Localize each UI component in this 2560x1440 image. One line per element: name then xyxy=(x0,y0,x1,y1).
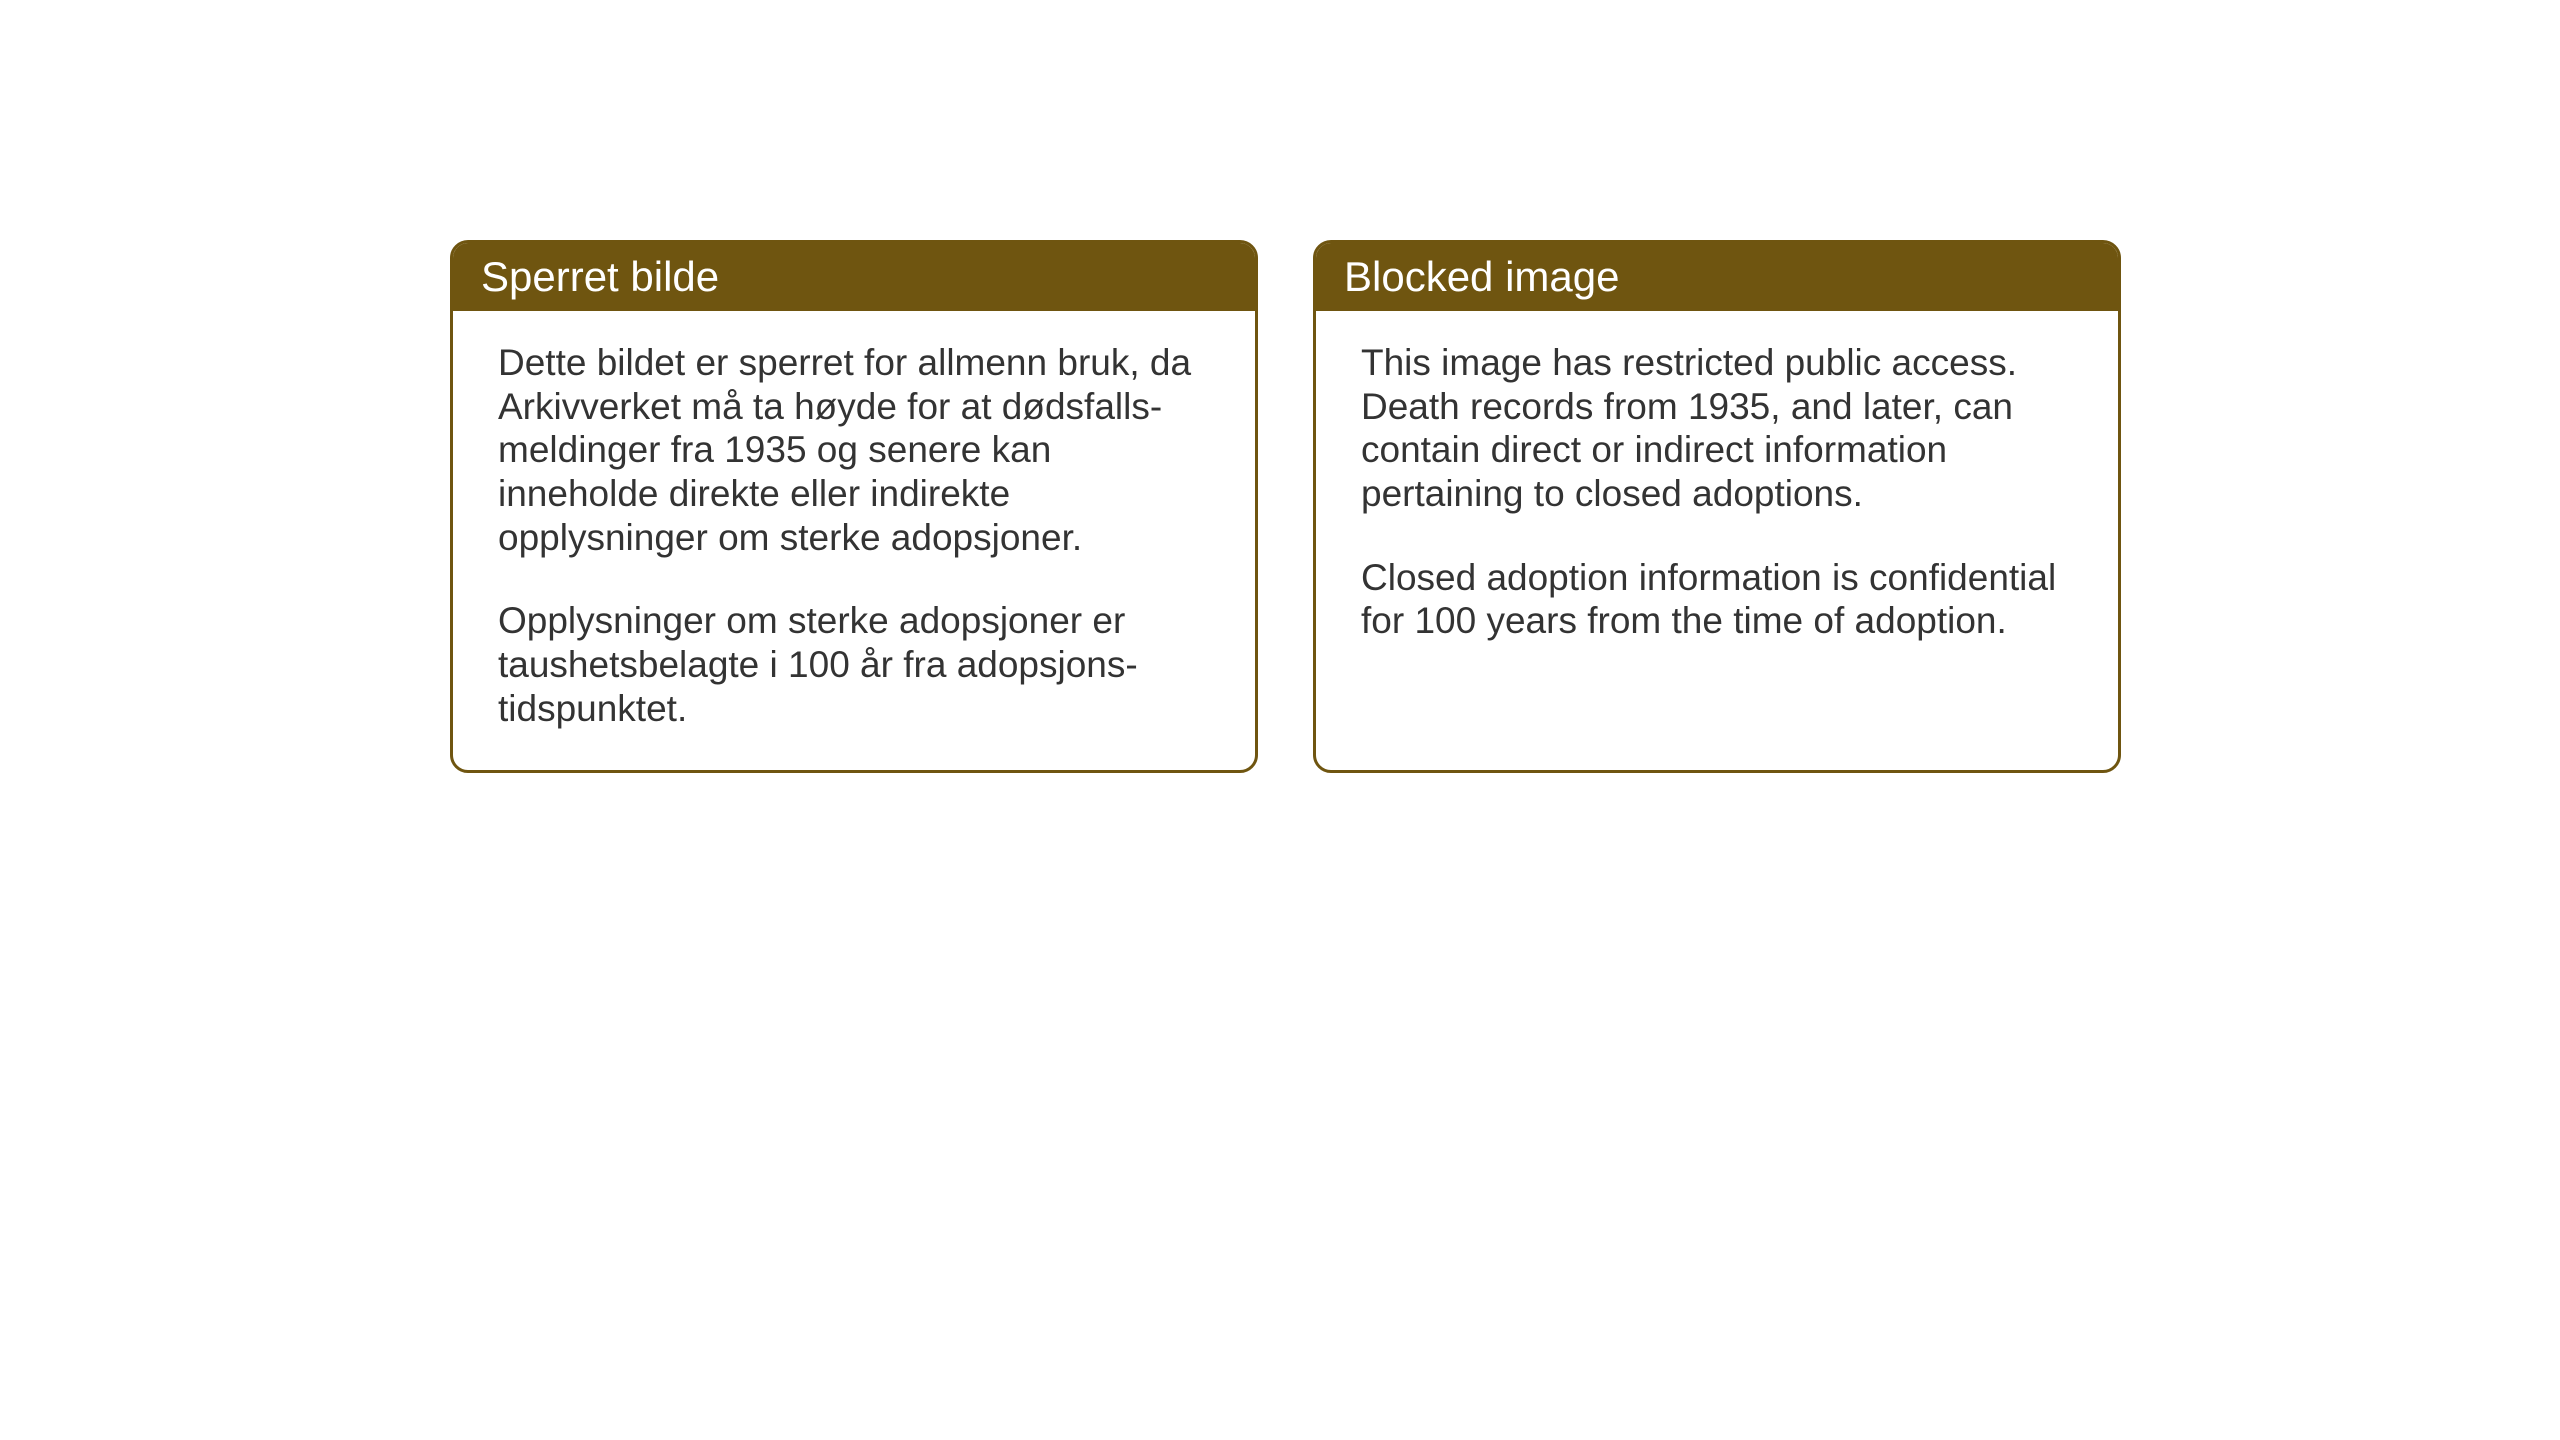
notice-box-norwegian: Sperret bilde Dette bildet er sperret fo… xyxy=(450,240,1258,773)
notice-title-norwegian: Sperret bilde xyxy=(481,253,719,300)
notice-container: Sperret bilde Dette bildet er sperret fo… xyxy=(450,240,2121,773)
notice-body-english: This image has restricted public access.… xyxy=(1316,311,2118,683)
notice-paragraph-1-english: This image has restricted public access.… xyxy=(1361,341,2073,516)
notice-header-norwegian: Sperret bilde xyxy=(453,243,1255,311)
notice-paragraph-2-english: Closed adoption information is confident… xyxy=(1361,556,2073,643)
notice-box-english: Blocked image This image has restricted … xyxy=(1313,240,2121,773)
notice-header-english: Blocked image xyxy=(1316,243,2118,311)
notice-paragraph-2-norwegian: Opplysninger om sterke adopsjoner er tau… xyxy=(498,599,1210,730)
notice-paragraph-1-norwegian: Dette bildet er sperret for allmenn bruk… xyxy=(498,341,1210,559)
notice-title-english: Blocked image xyxy=(1344,253,1619,300)
notice-body-norwegian: Dette bildet er sperret for allmenn bruk… xyxy=(453,311,1255,770)
